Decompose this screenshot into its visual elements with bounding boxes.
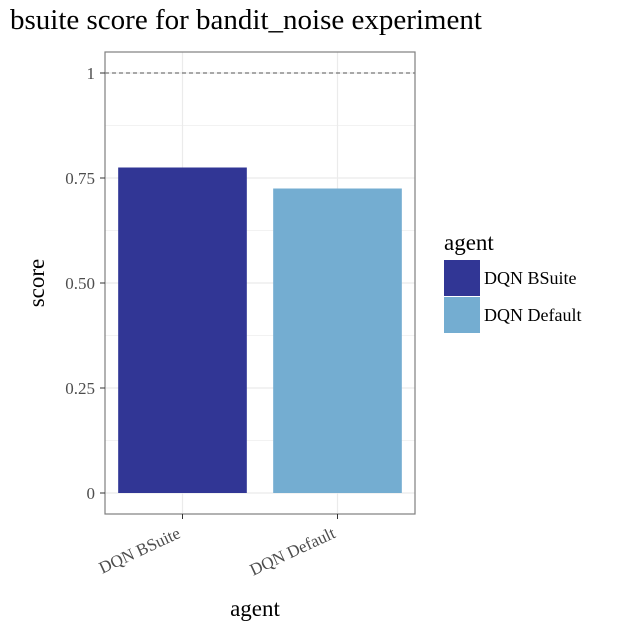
chart-title: bsuite score for bandit_noise experiment [10,4,482,36]
y-tick-label: 0 [87,484,96,503]
y-tick-label: 0.25 [65,379,95,398]
x-tick-label: DQN BSuite [96,523,183,577]
y-tick-label: 0.75 [65,169,95,188]
y-tick-label: 1 [87,64,96,83]
y-tick-label: 0.50 [65,274,95,293]
y-axis-title: score [24,259,49,308]
y-axis: 0 0.25 0.50 0.75 1 [65,64,105,503]
bar [273,188,402,493]
legend-title: agent [444,230,494,255]
legend-swatch [444,297,480,333]
legend-label: DQN BSuite [484,268,577,288]
bar [118,167,247,493]
plot-area [104,51,416,515]
legend-swatch [444,260,480,296]
x-tick-label: DQN Default [247,523,339,579]
legend-label: DQN Default [484,305,581,325]
x-axis-title: agent [230,596,280,621]
legend: agent DQN BSuite DQN Default [444,230,581,333]
x-axis: DQN BSuite DQN Default [96,514,338,580]
